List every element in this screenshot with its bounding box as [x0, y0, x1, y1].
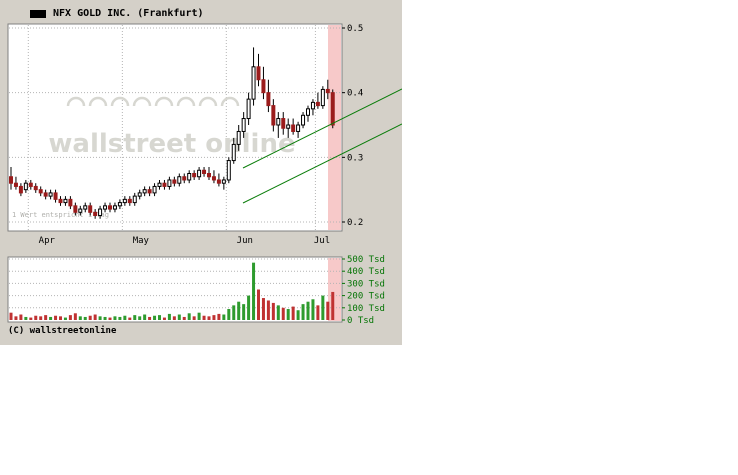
svg-text:100 Tsd: 100 Tsd	[347, 304, 385, 314]
volume-axis: 500 Tsd 400 Tsd 300 Tsd 200 Tsd 100 Tsd 0 Tsd	[342, 255, 385, 326]
svg-text:400 Tsd: 400 Tsd	[347, 267, 385, 277]
svg-text:0.3: 0.3	[347, 153, 363, 163]
trendlines	[242, 88, 402, 204]
svg-text:May: May	[133, 236, 150, 246]
series-color-swatch	[30, 9, 46, 18]
svg-text:200 Tsd: 200 Tsd	[347, 292, 385, 302]
svg-text:wallstreet online: wallstreet online	[48, 129, 295, 159]
svg-text:Jul: Jul	[314, 236, 330, 246]
volume-bars	[9, 262, 335, 320]
chart-title: NFX GOLD INC. (Frankfurt)	[53, 8, 204, 19]
svg-text:0.4: 0.4	[347, 89, 363, 99]
stock-chart-svg: wallstreet online 1 Wert entspricht 1 Tag…	[7, 23, 402, 326]
svg-text:0.2: 0.2	[347, 218, 363, 228]
month-axis: Apr May Jun Jul	[39, 236, 330, 246]
svg-text:300 Tsd: 300 Tsd	[347, 279, 385, 289]
svg-text:Jun: Jun	[237, 236, 253, 246]
svg-text:0 Tsd: 0 Tsd	[347, 316, 374, 326]
plot-backgrounds	[7, 23, 343, 323]
svg-text:500 Tsd: 500 Tsd	[347, 255, 385, 265]
gridlines	[9, 25, 341, 309]
highlight-bands	[328, 25, 341, 321]
candlesticks	[9, 47, 335, 219]
svg-text:1 Wert entspricht 1 Tag: 1 Wert entspricht 1 Tag	[12, 211, 109, 219]
chart-legend: NFX GOLD INC. (Frankfurt)	[30, 8, 204, 19]
watermark: wallstreet online	[48, 96, 296, 159]
copyright-text: (C) wallstreetonline	[8, 326, 117, 336]
svg-text:0.5: 0.5	[347, 24, 363, 34]
chart-widget: wallstreet online 1 Wert entspricht 1 Tag…	[0, 0, 402, 345]
plot-note: 1 Wert entspricht 1 Tag	[12, 211, 109, 219]
price-axis: 0.5 0.4 0.3 0.2	[342, 24, 363, 228]
svg-text:Apr: Apr	[39, 236, 56, 246]
